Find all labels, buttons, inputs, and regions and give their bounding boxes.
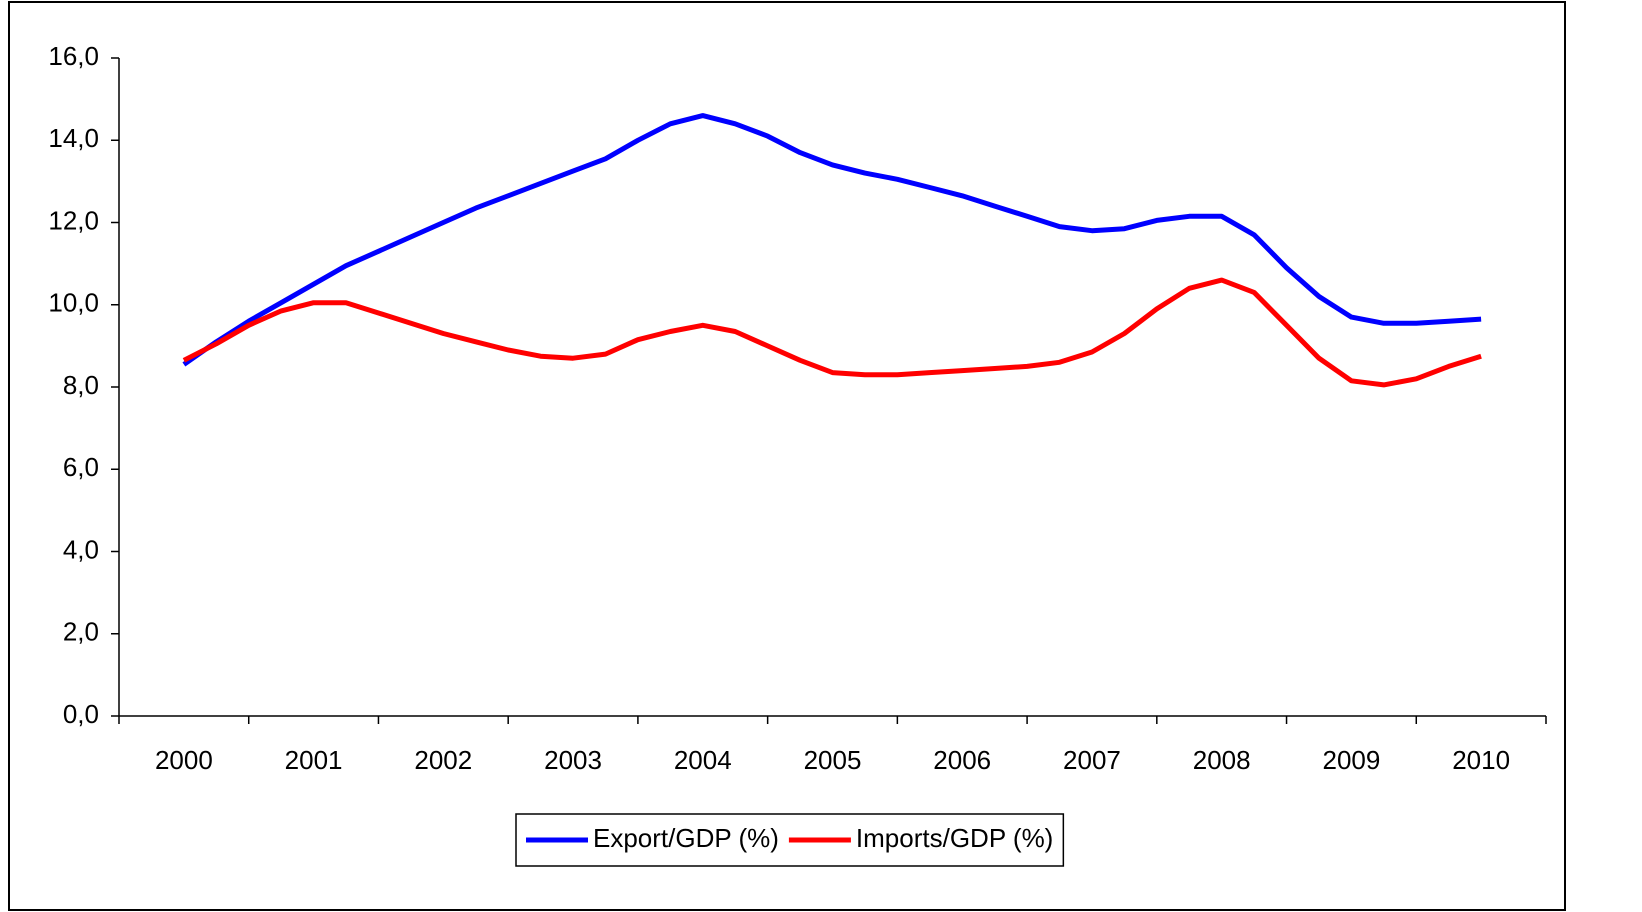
chart-frame <box>8 1 1566 911</box>
legend-label: Imports/GDP (%) <box>856 823 1053 853</box>
legend: Export/GDP (%) Imports/GDP (%) <box>515 813 1065 867</box>
y-tick-label: 2,0 <box>63 617 99 647</box>
y-tick-label: 16,0 <box>48 41 99 71</box>
y-tick-label: 10,0 <box>48 288 99 318</box>
y-tick-label: 12,0 <box>48 205 99 235</box>
x-tick-label: 2002 <box>414 745 472 775</box>
x-tick-label: 2000 <box>155 745 213 775</box>
x-tick-label: 2007 <box>1063 745 1121 775</box>
x-tick-label: 2001 <box>285 745 343 775</box>
x-tick-label: 2009 <box>1322 745 1380 775</box>
y-tick-label: 0,0 <box>63 699 99 729</box>
y-tick-label: 8,0 <box>63 370 99 400</box>
x-tick-label: 2003 <box>544 745 602 775</box>
legend-label: Export/GDP (%) <box>593 823 779 853</box>
x-tick-label: 2008 <box>1193 745 1251 775</box>
y-tick-label: 14,0 <box>48 123 99 153</box>
y-tick-label: 6,0 <box>63 452 99 482</box>
y-tick-label: 4,0 <box>63 534 99 564</box>
series-line <box>182 113 1482 367</box>
series-line <box>182 277 1482 388</box>
x-tick-label: 2004 <box>674 745 732 775</box>
x-tick-label: 2005 <box>804 745 862 775</box>
x-tick-label: 2010 <box>1452 745 1510 775</box>
x-tick-label: 2006 <box>933 745 991 775</box>
